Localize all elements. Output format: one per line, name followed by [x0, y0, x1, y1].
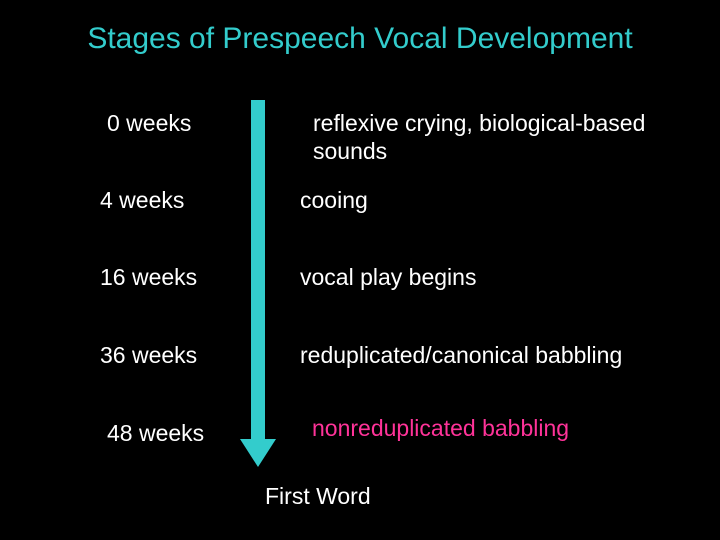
stage-desc-1: cooing [300, 187, 368, 215]
stage-desc-3: reduplicated/canonical babbling [300, 342, 622, 370]
stage-desc-2: vocal play begins [300, 264, 476, 292]
stage-label-2: 16 weeks [100, 264, 197, 291]
stage-desc-0: reflexive crying, biological-based sound… [313, 110, 645, 165]
slide-title: Stages of Prespeech Vocal Development [0, 22, 720, 56]
stage-label-1: 4 weeks [100, 187, 184, 214]
first-word-label: First Word [265, 483, 371, 510]
stage-label-4: 48 weeks [107, 420, 204, 447]
timeline-arrow-shaft [251, 100, 265, 440]
stage-label-3: 36 weeks [100, 342, 197, 369]
slide: Stages of Prespeech Vocal Development 0 … [0, 0, 720, 540]
timeline-arrow-head-icon [240, 439, 276, 467]
stage-desc-4: nonreduplicated babbling [312, 415, 569, 443]
stage-label-0: 0 weeks [107, 110, 191, 137]
